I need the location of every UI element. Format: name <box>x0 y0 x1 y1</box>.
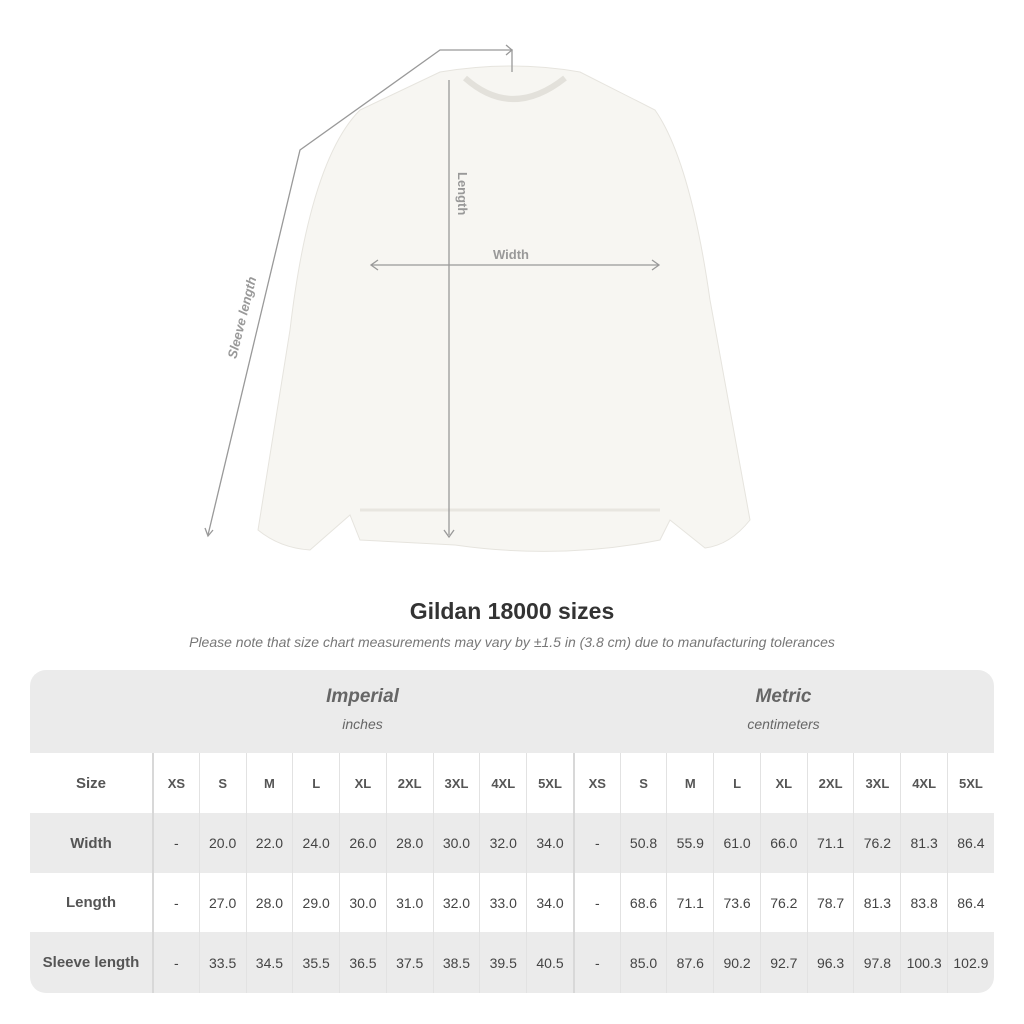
table-cell: 33.5 <box>198 932 246 993</box>
table-cell: 87.6 <box>666 932 713 993</box>
table-cell: 86.4 <box>947 813 994 873</box>
table-cell: 78.7 <box>806 873 854 932</box>
table-row: Width -20.0 22.0 24.0 26.0 28.0 30.0 32.0 34.0-5… <box>30 813 994 873</box>
metric-title: Metric <box>755 686 812 707</box>
table-cell: 36.5 <box>339 932 386 993</box>
table-cell: 86.4 <box>947 873 994 932</box>
table-cell: - <box>572 932 620 993</box>
table-cell: L <box>713 753 760 813</box>
table-cell: 28.0 <box>245 873 293 932</box>
table-cell: S <box>619 753 667 813</box>
table-cell: - <box>152 873 199 932</box>
table-cell: 66.0 <box>759 813 807 873</box>
table-cell: 30.0 <box>339 873 386 932</box>
table-cell: 73.6 <box>713 873 760 932</box>
table-cell: 24.0 <box>292 813 339 873</box>
table-cell: XS <box>152 753 199 813</box>
tolerance-note: Please note that size chart measurements… <box>189 634 835 650</box>
table-row: Length -27.0 28.0 29.0 30.0 31.0 32.0 33.0 34.0-… <box>30 873 994 932</box>
table-cell: 39.5 <box>479 932 526 993</box>
table-cell: 50.8 <box>619 813 667 873</box>
row-header: Length <box>66 894 116 911</box>
table-cell: 90.2 <box>713 932 760 993</box>
table-cell: M <box>666 753 713 813</box>
table-cell: 83.8 <box>900 873 947 932</box>
table-cell: 97.8 <box>853 932 900 993</box>
table-cell: 76.2 <box>759 873 807 932</box>
table-cell: 2XL <box>385 753 433 813</box>
table-cell: 29.0 <box>292 873 339 932</box>
width-label: Width <box>493 247 529 262</box>
table-cell: - <box>572 873 620 932</box>
table-cell: 5XL <box>526 753 573 813</box>
table-cell: 81.3 <box>853 873 900 932</box>
table-cell: 38.5 <box>432 932 480 993</box>
table-cell: 27.0 <box>198 873 246 932</box>
table-cell: - <box>152 813 199 873</box>
table-cell: 5XL <box>947 753 994 813</box>
table-cell: 68.6 <box>619 873 667 932</box>
length-label: Length <box>455 172 470 216</box>
table-cell: 102.9 <box>947 932 994 993</box>
table-cell: 32.0 <box>432 873 480 932</box>
table-cell: 28.0 <box>385 813 433 873</box>
table-cell: 22.0 <box>245 813 293 873</box>
metric-unit: centimeters <box>747 716 820 732</box>
table-cell: - <box>572 813 620 873</box>
table-cell: 34.5 <box>245 932 293 993</box>
table-cell: 26.0 <box>339 813 386 873</box>
table-cell: 2XL <box>806 753 854 813</box>
size-chart-table: Imperial inches Metric centimeters Size XS S… <box>30 670 994 993</box>
table-cell: 32.0 <box>479 813 526 873</box>
table-cell: 55.9 <box>666 813 713 873</box>
table-cell: 96.3 <box>806 932 854 993</box>
table-cell: 37.5 <box>385 932 433 993</box>
table-cell: 85.0 <box>619 932 667 993</box>
table-cell: S <box>198 753 246 813</box>
table-cell: XL <box>339 753 386 813</box>
table-cell: 92.7 <box>759 932 807 993</box>
table-cell: 71.1 <box>666 873 713 932</box>
table-cell: 35.5 <box>292 932 339 993</box>
table-cell: 76.2 <box>853 813 900 873</box>
row-header: Width <box>70 834 112 852</box>
imperial-title: Imperial <box>326 686 399 707</box>
table-cell: L <box>292 753 339 813</box>
table-cell: 3XL <box>432 753 480 813</box>
table-cell: 81.3 <box>900 813 947 873</box>
table-cell: - <box>152 932 199 993</box>
table-cell: XL <box>759 753 807 813</box>
row-header: Size <box>75 774 106 792</box>
table-cell: 71.1 <box>806 813 854 873</box>
table-cell: 33.0 <box>479 873 526 932</box>
table-cell: 31.0 <box>385 873 433 932</box>
table-cell: 34.0 <box>526 873 573 932</box>
table-cell: 40.5 <box>526 932 573 993</box>
table-cell: 20.0 <box>198 813 246 873</box>
table-cell: 4XL <box>900 753 947 813</box>
row-header: Sleeve length <box>42 954 140 971</box>
table-cell: XS <box>572 753 620 813</box>
unit-header: Imperial inches Metric centimeters <box>30 670 994 753</box>
table-row: Sleeve length -33.5 34.5 35.5 36.5 37.5 38.5 39… <box>30 932 994 993</box>
table-cell: 4XL <box>479 753 526 813</box>
table-cell: 34.0 <box>526 813 573 873</box>
sweatshirt-image <box>204 44 751 552</box>
table-cell: M <box>245 753 293 813</box>
table-cell: 3XL <box>853 753 900 813</box>
imperial-unit: inches <box>342 716 383 732</box>
table-cell: 100.3 <box>900 932 947 993</box>
page-title: Gildan 18000 sizes <box>409 598 615 624</box>
size-row: Size XS S M L XL 2XL 3XL 4XL 5XL XS S M L XL 2XL 3XL 4XL 5… <box>30 753 994 813</box>
table-cell: 61.0 <box>713 813 760 873</box>
table-cell: 30.0 <box>432 813 480 873</box>
